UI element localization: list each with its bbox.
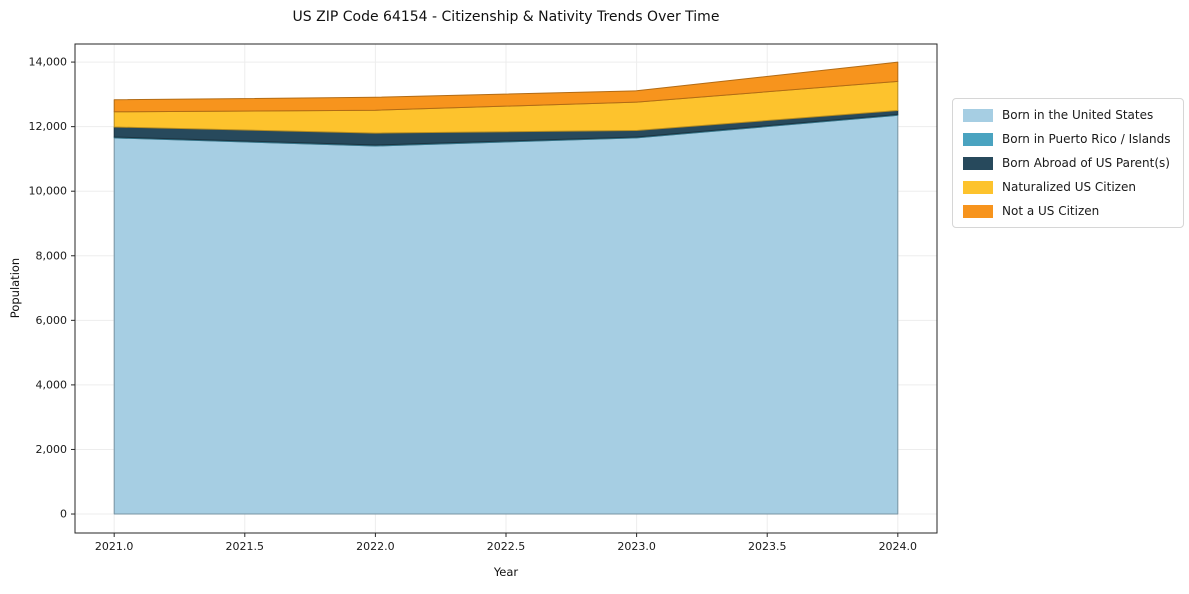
legend-item: Naturalized US Citizen [963,180,1171,194]
y-tick-label: 6,000 [36,314,68,327]
area-series [113,61,899,515]
y-tick-label: 14,000 [29,56,68,69]
x-tick-label: 2023.0 [617,540,656,553]
x-tick-label: 2023.5 [748,540,787,553]
y-tick-label: 2,000 [36,443,68,456]
y-tick-label: 12,000 [29,120,68,133]
legend-label: Born Abroad of US Parent(s) [1002,156,1170,170]
y-tick-label: 8,000 [36,249,68,262]
legend: Born in the United States Born in Puerto … [952,98,1184,228]
x-tick-label: 2021.5 [226,540,265,553]
legend-swatch [963,132,993,146]
legend-swatch [963,180,993,194]
x-tick-label: 2022.5 [487,540,526,553]
x-tick-label: 2024.0 [879,540,918,553]
legend-swatch [963,108,993,122]
legend-item: Born in the United States [963,108,1171,122]
chart-title: US ZIP Code 64154 - Citizenship & Nativi… [292,9,720,25]
area-band [113,61,899,113]
y-axis-label: Population [8,257,22,319]
y-tick-label: 4,000 [36,378,68,391]
area-band [113,114,899,515]
legend-swatch [963,204,993,218]
x-tick-label: 2022.0 [356,540,395,553]
legend-item: Not a US Citizen [963,204,1171,218]
legend-item: Born in Puerto Rico / Islands [963,132,1171,146]
legend-swatch [963,156,993,170]
axis-ticks: 2021.0 2021.5 2022.0 2022.5 2023.0 2023.5 2024… [29,56,918,553]
legend-label: Naturalized US Citizen [1002,180,1136,194]
legend-label: Born in Puerto Rico / Islands [1002,132,1171,146]
y-tick-label: 0 [60,508,67,521]
x-tick-label: 2021.0 [95,540,134,553]
legend-item: Born Abroad of US Parent(s) [963,156,1171,170]
y-tick-label: 10,000 [29,185,68,198]
legend-label: Born in the United States [1002,108,1154,122]
x-axis-label: Year [493,565,519,579]
legend-label: Not a US Citizen [1002,204,1100,218]
